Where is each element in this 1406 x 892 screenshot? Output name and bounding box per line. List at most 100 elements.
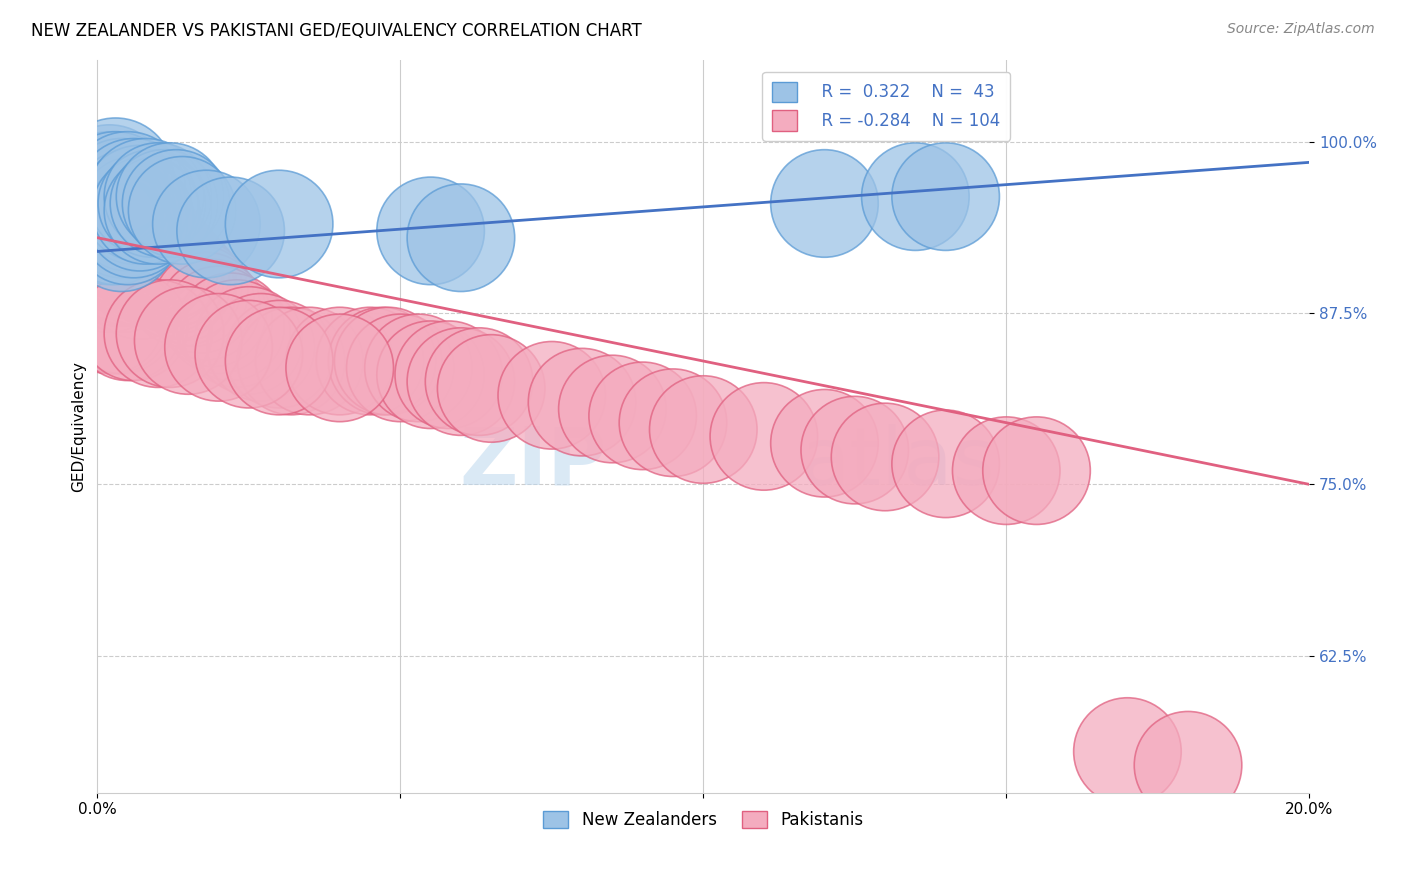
Point <box>752 429 775 443</box>
Point <box>995 464 1018 478</box>
Point <box>159 272 181 286</box>
Point <box>122 217 145 231</box>
Point <box>135 258 157 272</box>
Point <box>104 169 127 183</box>
Point <box>93 231 115 245</box>
Point <box>183 285 205 300</box>
Point <box>269 347 291 361</box>
Point <box>110 258 132 272</box>
Point <box>117 237 139 252</box>
Point <box>98 258 121 272</box>
Point <box>141 265 163 279</box>
Point <box>117 210 139 224</box>
Point <box>110 231 132 245</box>
Point <box>389 360 412 375</box>
Point <box>110 313 132 327</box>
Point <box>177 278 200 293</box>
Point <box>153 196 176 211</box>
Point <box>238 347 260 361</box>
Point <box>117 210 139 224</box>
Point <box>128 210 150 224</box>
Point <box>122 258 145 272</box>
Point <box>110 231 132 245</box>
Point <box>408 360 430 375</box>
Point <box>571 395 593 409</box>
Point <box>873 450 896 464</box>
Point <box>329 354 352 368</box>
Point <box>128 265 150 279</box>
Point <box>104 196 127 211</box>
Point <box>104 224 127 238</box>
Point <box>104 252 127 266</box>
Point <box>135 189 157 203</box>
Point <box>165 278 187 293</box>
Point <box>110 203 132 218</box>
Point <box>110 272 132 286</box>
Point <box>104 237 127 252</box>
Point <box>165 196 187 211</box>
Point <box>153 265 176 279</box>
Point <box>98 203 121 218</box>
Point <box>128 196 150 211</box>
Point <box>122 319 145 334</box>
Point <box>159 258 181 272</box>
Point <box>122 244 145 259</box>
Point <box>1116 745 1139 759</box>
Point <box>93 217 115 231</box>
Point <box>122 231 145 245</box>
Point <box>104 196 127 211</box>
Point <box>98 313 121 327</box>
Point <box>110 217 132 231</box>
Point <box>128 224 150 238</box>
Point <box>128 278 150 293</box>
Text: ZIP: ZIP <box>460 424 606 502</box>
Point <box>122 203 145 218</box>
Point <box>219 224 242 238</box>
Point <box>172 285 194 300</box>
Point <box>844 443 866 458</box>
Point <box>1025 464 1047 478</box>
Point <box>437 368 460 382</box>
Point <box>117 196 139 211</box>
Point <box>104 313 127 327</box>
Point <box>201 306 224 320</box>
Point <box>359 354 381 368</box>
Point <box>93 203 115 218</box>
Point <box>135 244 157 259</box>
Point <box>117 265 139 279</box>
Point <box>269 217 291 231</box>
Point <box>98 231 121 245</box>
Point <box>238 334 260 348</box>
Point <box>159 326 181 341</box>
Point <box>117 224 139 238</box>
Point <box>110 244 132 259</box>
Point <box>146 189 169 203</box>
Point <box>195 299 218 313</box>
Point <box>935 457 957 471</box>
Point <box>98 196 121 211</box>
Point <box>250 340 273 354</box>
Point <box>450 231 472 245</box>
Point <box>110 189 132 203</box>
Point <box>104 224 127 238</box>
Point <box>93 189 115 203</box>
Point <box>104 210 127 224</box>
Point <box>165 265 187 279</box>
Point <box>141 252 163 266</box>
Point <box>813 196 835 211</box>
Point <box>122 217 145 231</box>
Point <box>479 381 502 395</box>
Point <box>172 272 194 286</box>
Point <box>159 189 181 203</box>
Point <box>98 217 121 231</box>
Point <box>813 436 835 450</box>
Point <box>117 183 139 197</box>
Point <box>146 258 169 272</box>
Point <box>207 313 229 327</box>
Point <box>195 217 218 231</box>
Point <box>98 224 121 238</box>
Point <box>692 423 714 437</box>
Point <box>904 189 927 203</box>
Point <box>371 354 394 368</box>
Point <box>172 203 194 218</box>
